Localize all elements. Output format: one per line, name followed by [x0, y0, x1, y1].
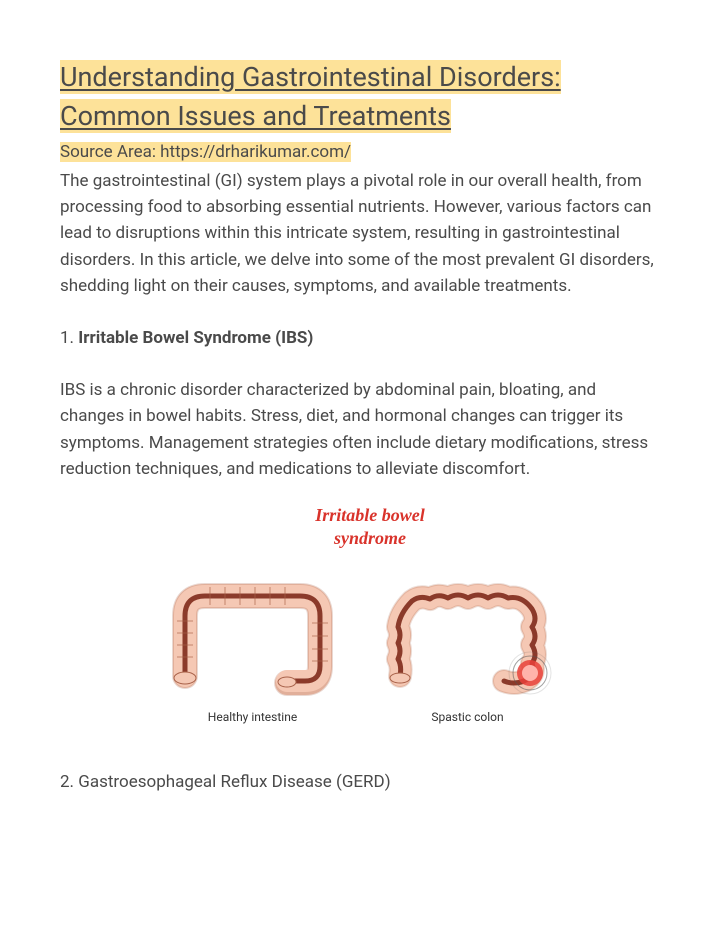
section-1-number: 1. [60, 328, 78, 348]
title-line-2: Common Issues and Treatments [60, 99, 451, 133]
healthy-intestine-icon [165, 581, 340, 696]
section-2-heading: 2. Gastroesophageal Reflux Disease (GERD… [60, 770, 660, 796]
intro-paragraph: The gastrointestinal (GI) system plays a… [60, 168, 660, 300]
source-text: Source Area: https://drharikumar.com/ [60, 142, 351, 162]
section-1-title: Irritable Bowel Syndrome (IBS) [78, 328, 313, 348]
figure-title-line-2: syndrome [334, 528, 406, 548]
section-1-body: IBS is a chronic disorder characterized … [60, 377, 660, 482]
spastic-colon-cell: Spastic colon [380, 581, 555, 726]
figure-title-line-1: Irritable bowel [315, 505, 425, 525]
healthy-intestine-cell: Healthy intestine [165, 581, 340, 726]
source-line: Source Area: https://drharikumar.com/ [60, 140, 660, 166]
title-line-1: Understanding Gastrointestinal Disorders… [60, 60, 561, 94]
spastic-colon-caption: Spastic colon [380, 708, 555, 726]
spastic-colon-icon [380, 581, 555, 696]
healthy-intestine-caption: Healthy intestine [165, 708, 340, 726]
ibs-figure: Irritable bowel syndrome [60, 504, 660, 726]
page-title: Understanding Gastrointestinal Disorders… [60, 58, 660, 136]
diagram-row: Healthy intestine Spastic colon [60, 581, 660, 726]
section-1-heading: 1. Irritable Bowel Syndrome (IBS) [60, 326, 660, 352]
figure-title: Irritable bowel syndrome [315, 504, 425, 549]
